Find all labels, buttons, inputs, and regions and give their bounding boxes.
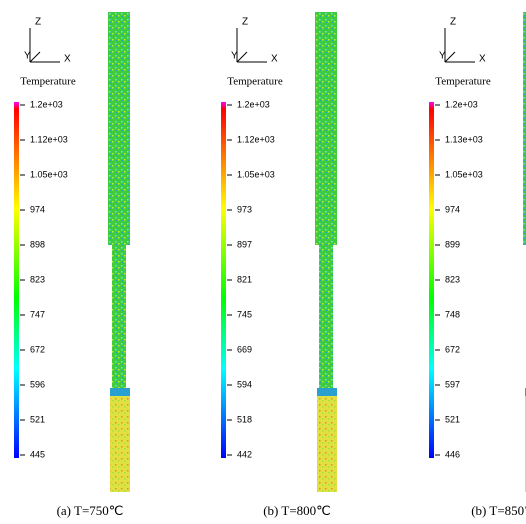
legend-title: Temperature [20, 76, 76, 88]
axis-label: Z [242, 17, 248, 28]
colorbar [221, 102, 226, 458]
colorbar-label: 899 [445, 239, 460, 249]
axis-label: X [64, 54, 71, 65]
axis-y [444, 51, 456, 63]
colorbar-label: 596 [30, 379, 45, 389]
legend-title: Temperature [435, 76, 491, 88]
colorbar-label: 1.12e+03 [30, 134, 68, 144]
colorbar-label: 1.13e+03 [445, 134, 483, 144]
colorbar-label: 1.2e+03 [445, 99, 478, 109]
colorbar-label: 823 [445, 274, 460, 284]
colorbar-label: 973 [237, 204, 252, 214]
colorbar-label: 1.2e+03 [30, 99, 63, 109]
colorbar-label: 518 [237, 414, 252, 424]
axis-label: Y [24, 51, 31, 62]
colorbar-label: 821 [237, 274, 252, 284]
rod-middle [112, 245, 126, 395]
colorbar-label: 974 [30, 204, 45, 214]
colorbar-label: 442 [237, 449, 252, 459]
colorbar-label: 974 [445, 204, 460, 214]
colorbar-label: 897 [237, 239, 252, 249]
colorbar-label: 748 [445, 309, 460, 319]
colorbar-label: 745 [237, 309, 252, 319]
axis-label: Y [231, 51, 238, 62]
legend-title: Temperature [227, 76, 283, 88]
colorbar-label: 823 [30, 274, 45, 284]
rod-bottom [110, 396, 130, 492]
colorbar-label: 1.12e+03 [237, 134, 275, 144]
colorbar-label: 594 [237, 379, 252, 389]
rod-top [315, 12, 337, 245]
colorbar-label: 898 [30, 239, 45, 249]
colorbar-label: 747 [30, 309, 45, 319]
rod-bottom [317, 396, 337, 492]
colorbar [14, 102, 19, 458]
axis-y [29, 51, 41, 63]
axis-label: Z [35, 17, 41, 28]
axis-label: Z [450, 17, 456, 28]
colorbar-label: 1.05e+03 [237, 169, 275, 179]
colorbar-label: 597 [445, 379, 460, 389]
axis-label: Y [439, 51, 446, 62]
rod-top [108, 12, 130, 245]
colorbar-label: 446 [445, 449, 460, 459]
colorbar-label: 669 [237, 344, 252, 354]
axis-y [236, 51, 248, 63]
axis-label: X [271, 54, 278, 65]
caption: (a) T=750℃ [57, 503, 124, 518]
colorbar-label: 672 [445, 344, 460, 354]
colorbar-label: 672 [30, 344, 45, 354]
colorbar [429, 102, 434, 458]
colorbar-label: 521 [445, 414, 460, 424]
caption: (b) T=850℃ [471, 503, 526, 518]
rod-interface [110, 388, 130, 396]
rod-middle [319, 245, 333, 395]
colorbar-label: 1.2e+03 [237, 99, 270, 109]
rod-top [523, 12, 526, 245]
colorbar-label: 1.05e+03 [30, 169, 68, 179]
rod-interface [317, 388, 337, 396]
colorbar-label: 445 [30, 449, 45, 459]
colorbar-label: 1.05e+03 [445, 169, 483, 179]
axis-label: X [479, 54, 486, 65]
caption: (b) T=800℃ [263, 503, 331, 518]
colorbar-label: 521 [30, 414, 45, 424]
